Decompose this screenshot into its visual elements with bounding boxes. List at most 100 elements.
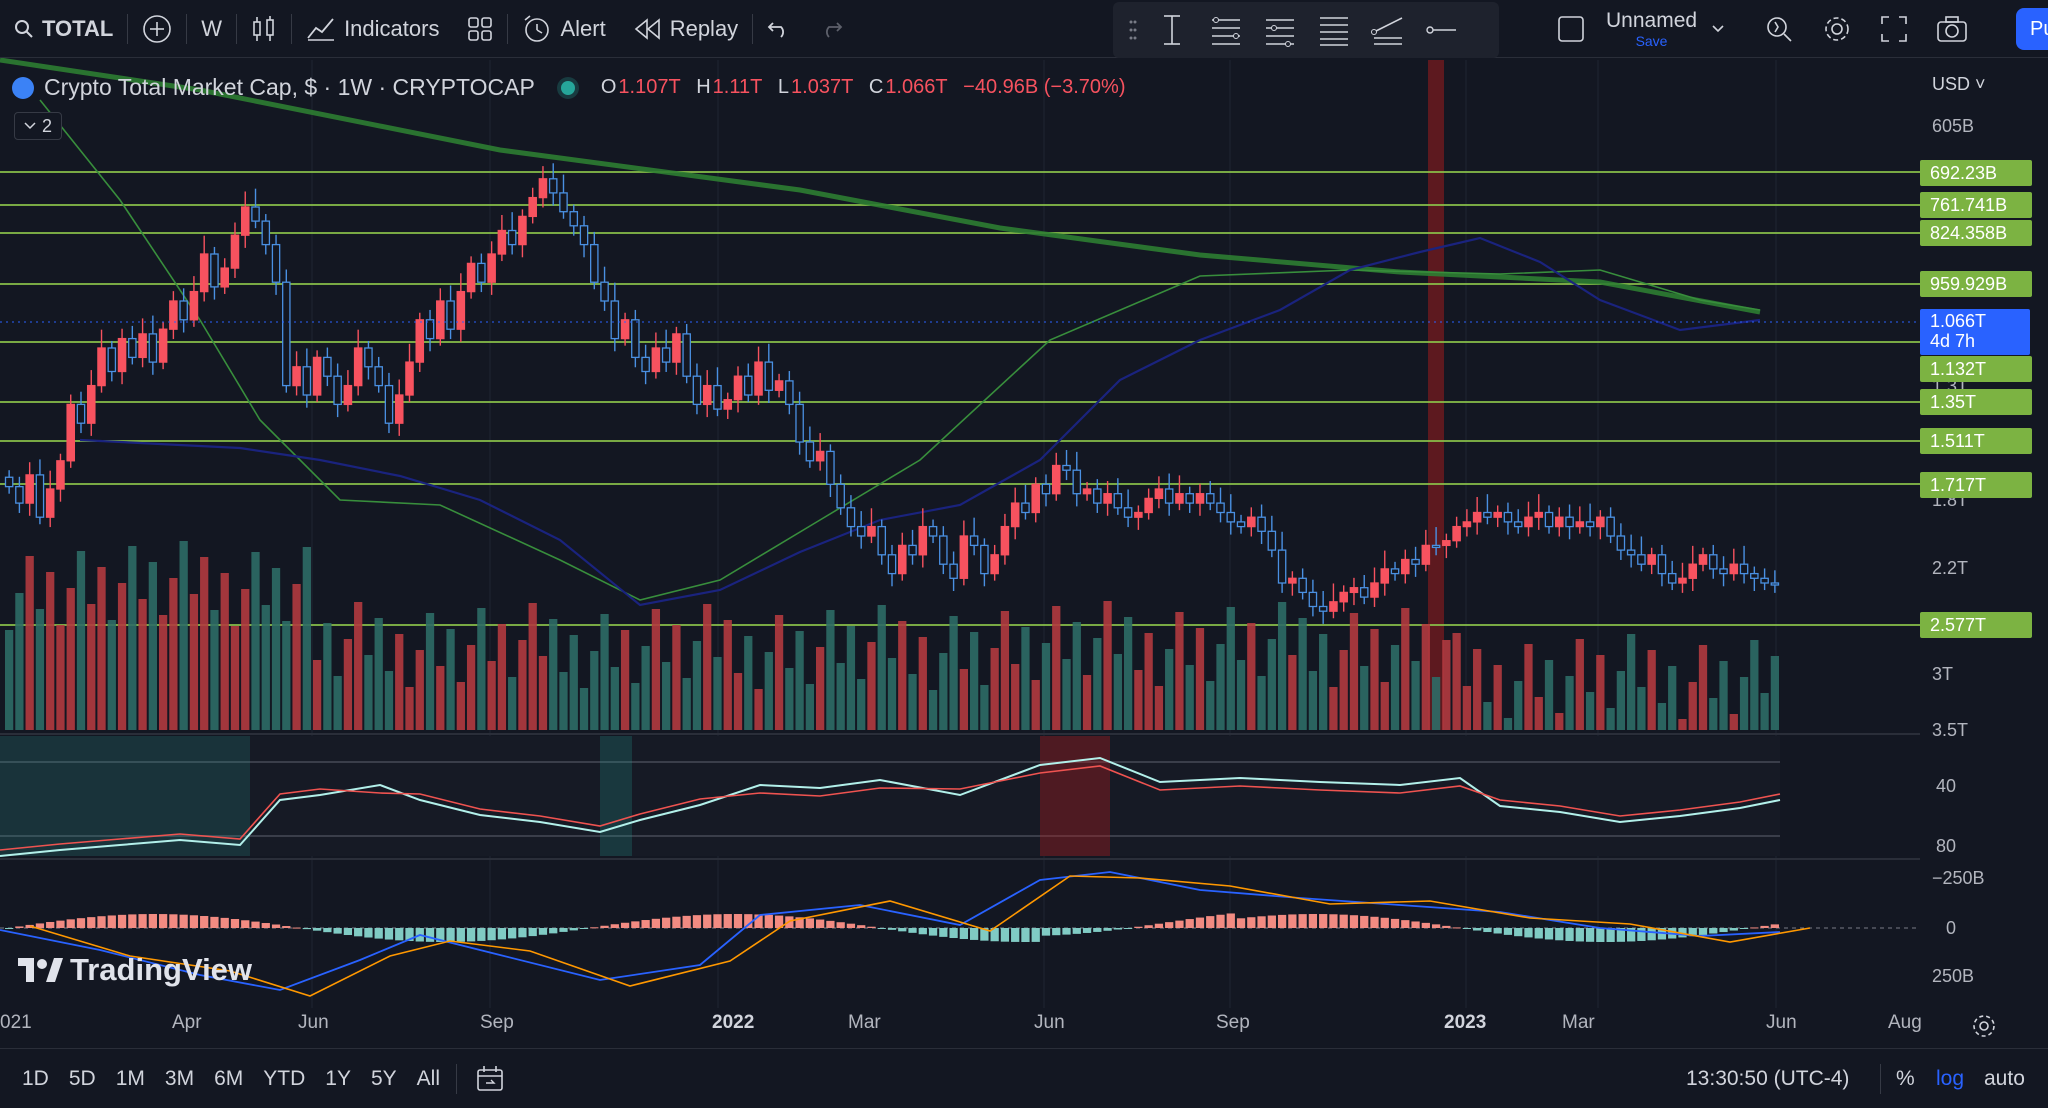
macd-histogram-bar — [949, 928, 958, 939]
candle-body — [1513, 521, 1523, 528]
indicators-collapse-button[interactable]: 2 — [14, 112, 62, 140]
volume-bar — [1021, 627, 1030, 730]
candle-body — [1452, 525, 1461, 542]
candle-body — [374, 366, 383, 387]
goto-date-icon[interactable] — [475, 1064, 505, 1094]
save-label[interactable]: Save — [1635, 33, 1668, 49]
volume-bar — [549, 619, 558, 730]
volume-bar — [1709, 698, 1718, 730]
indicators-button[interactable]: Indicators — [292, 0, 453, 58]
range-button-5d[interactable]: 5D — [68, 1066, 96, 1090]
volume-bar — [1103, 601, 1112, 730]
templates-button[interactable] — [453, 0, 507, 58]
range-button-ytd[interactable]: YTD — [263, 1066, 306, 1090]
candle-body — [1257, 516, 1266, 532]
replay-button[interactable]: Replay — [620, 0, 752, 58]
macd-histogram-bar — [990, 928, 999, 942]
range-button-3m[interactable]: 3M — [164, 1066, 195, 1090]
settings-gear-icon[interactable] — [1822, 14, 1852, 44]
candle-body — [169, 300, 178, 330]
fullscreen-icon[interactable] — [1880, 15, 1908, 43]
symbol-label: TOTAL — [42, 15, 114, 41]
macd-histogram-bar — [271, 924, 281, 928]
clock[interactable]: 13:30:50 (UTC-4) — [1686, 1066, 1850, 1090]
volume-bar — [261, 605, 270, 730]
range-button-all[interactable]: All — [416, 1066, 440, 1090]
candle-body — [384, 384, 394, 424]
volume-bar — [487, 661, 496, 730]
volume-bar — [97, 567, 106, 730]
volume-bar — [508, 677, 517, 730]
rsi-ma-line — [0, 765, 1781, 851]
candle-body — [220, 267, 229, 288]
percent-toggle[interactable]: % — [1896, 1066, 1915, 1090]
compare-symbol-button[interactable] — [128, 0, 186, 58]
watermark-text: TradingView — [70, 952, 253, 987]
undo-button[interactable] — [753, 0, 805, 58]
rsi-scale-label: 80 — [1936, 836, 1957, 856]
macd-histogram-bar — [97, 916, 106, 928]
volume-bar — [1657, 703, 1667, 730]
chart-settings-icon[interactable] — [1970, 1012, 1998, 1040]
macd-histogram-bar — [1072, 928, 1081, 934]
level-price-tag: 1.132T — [1920, 356, 2032, 382]
divider — [507, 13, 509, 44]
currency-select[interactable]: USD ˅ — [1932, 74, 1986, 94]
low-value: 1.037T — [791, 76, 854, 98]
redo-button[interactable] — [805, 0, 857, 58]
symbol-search-button[interactable]: TOTAL — [0, 0, 127, 58]
fib-retracement-tool[interactable] — [1201, 8, 1251, 52]
camera-icon[interactable] — [1936, 15, 1968, 43]
tradingview-logo-icon — [18, 958, 63, 982]
chart-canvas[interactable] — [0, 58, 1920, 1018]
range-button-5y[interactable]: 5Y — [370, 1066, 397, 1090]
layout-menu[interactable]: Unnamed Save — [1556, 0, 1725, 58]
auto-toggle[interactable]: auto — [1984, 1066, 2025, 1090]
candle-body — [1575, 521, 1585, 528]
volume-bar — [1277, 602, 1287, 730]
trend-angle-tool[interactable] — [1363, 8, 1413, 52]
log-toggle[interactable]: log — [1936, 1066, 1965, 1090]
candle-body — [240, 206, 250, 236]
pane-separator[interactable] — [0, 858, 1920, 860]
volume-bar — [1503, 718, 1513, 730]
volume-bar — [600, 614, 609, 730]
macd-histogram-bar — [836, 922, 845, 928]
interval-button[interactable]: W — [187, 0, 236, 58]
publish-button[interactable]: Pu — [2016, 8, 2048, 50]
volume-bar — [169, 578, 178, 730]
volume-bar — [1411, 661, 1420, 730]
price-scale-label: 605B — [1932, 116, 1975, 136]
candle-body — [918, 525, 928, 556]
candle-body — [487, 253, 496, 283]
volume-bar — [928, 690, 938, 730]
volume-bar — [425, 613, 435, 730]
tradingview-watermark[interactable]: TradingView — [16, 952, 252, 988]
alert-button[interactable]: Alert — [508, 0, 619, 58]
macd-histogram-bar — [918, 928, 927, 935]
current-price-tag: 1.066T 4d 7h — [1920, 309, 2030, 355]
time-axis-label: Sep — [480, 1012, 514, 1033]
fib-extension-tool[interactable] — [1255, 8, 1305, 52]
range-button-1m[interactable]: 1M — [115, 1066, 145, 1090]
macd-histogram-bar — [549, 928, 558, 934]
range-button-1y[interactable]: 1Y — [325, 1066, 351, 1090]
chart-type-button[interactable] — [237, 0, 291, 58]
volume-bar — [713, 657, 722, 730]
macd-histogram-bar — [1052, 928, 1061, 936]
macd-histogram-bar — [466, 928, 476, 942]
range-button-6m[interactable]: 6M — [214, 1066, 244, 1090]
range-button-1d[interactable]: 1D — [22, 1066, 49, 1090]
volume-bar — [733, 673, 743, 730]
horizontal-ray-tool[interactable] — [1417, 8, 1467, 52]
drag-handle[interactable] — [1123, 8, 1143, 52]
rsi-background — [0, 736, 1780, 856]
legend-title[interactable]: Crypto Total Market Cap, $ · 1W · CRYPTO… — [44, 74, 535, 100]
vertical-line-tool[interactable] — [1147, 8, 1197, 52]
volume-bar — [241, 589, 250, 730]
candle-body — [1647, 554, 1656, 565]
price-scale[interactable] — [1920, 58, 2048, 1018]
pane-separator[interactable] — [0, 733, 1920, 735]
parallel-channel-tool[interactable] — [1309, 8, 1359, 52]
quick-search-icon[interactable] — [1764, 14, 1794, 44]
